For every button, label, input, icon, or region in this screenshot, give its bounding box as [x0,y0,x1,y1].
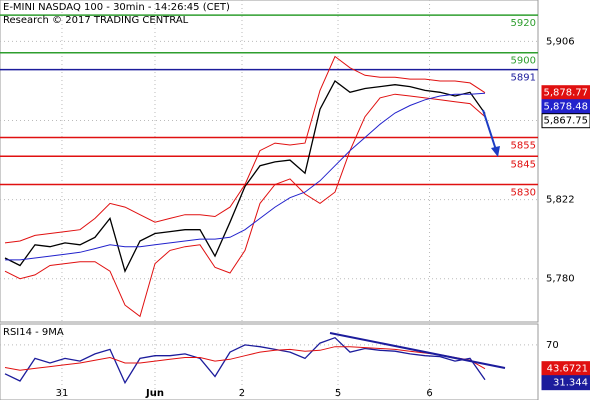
rsi-title: RSI14 - 9MA [3,327,64,338]
rsi-panel [0,323,539,400]
level-label: 5920 [511,18,536,29]
last-value-label: 5,867.75 [543,116,588,127]
level-label: 5900 [511,56,536,67]
level-label: 5891 [511,73,536,84]
rsi-trendline [329,332,506,369]
y-tick-label: 70 [546,340,559,351]
last-value-label: 43.6721 [547,364,588,375]
chart-subtitle: Research © 2017 TRADING CENTRAL [3,15,189,26]
series-line [4,93,486,318]
last-value-box [541,375,590,391]
x-tick-label: Jun [145,388,164,399]
y-tick-label: 5,906 [546,36,575,47]
chart-title: E-MINI NASDAQ 100 - 30min - 14:26:45 (CE… [3,2,230,13]
x-tick-label: 6 [426,388,432,399]
last-value-label: 5,878.48 [543,102,588,113]
last-value-label: 31.344 [553,378,588,389]
x-tick-label: 31 [56,388,69,399]
level-label: 5845 [511,159,536,170]
last-value-label: 5,878.77 [543,88,588,99]
price-panel [0,0,539,323]
y-tick-label: 5,822 [546,195,575,206]
last-value-box [541,113,590,129]
series-line [4,346,486,371]
y-tick-label: 5,780 [546,274,575,285]
arrow-head [491,146,500,157]
level-label: 5855 [511,140,536,151]
forecast-arrow [482,109,497,151]
x-tick-label: 2 [239,388,245,399]
series-line [4,80,486,273]
level-label: 5830 [511,188,536,199]
series-line [5,92,486,261]
x-tick-label: 5 [335,388,341,399]
series-line [4,336,486,385]
series-line [4,55,486,244]
